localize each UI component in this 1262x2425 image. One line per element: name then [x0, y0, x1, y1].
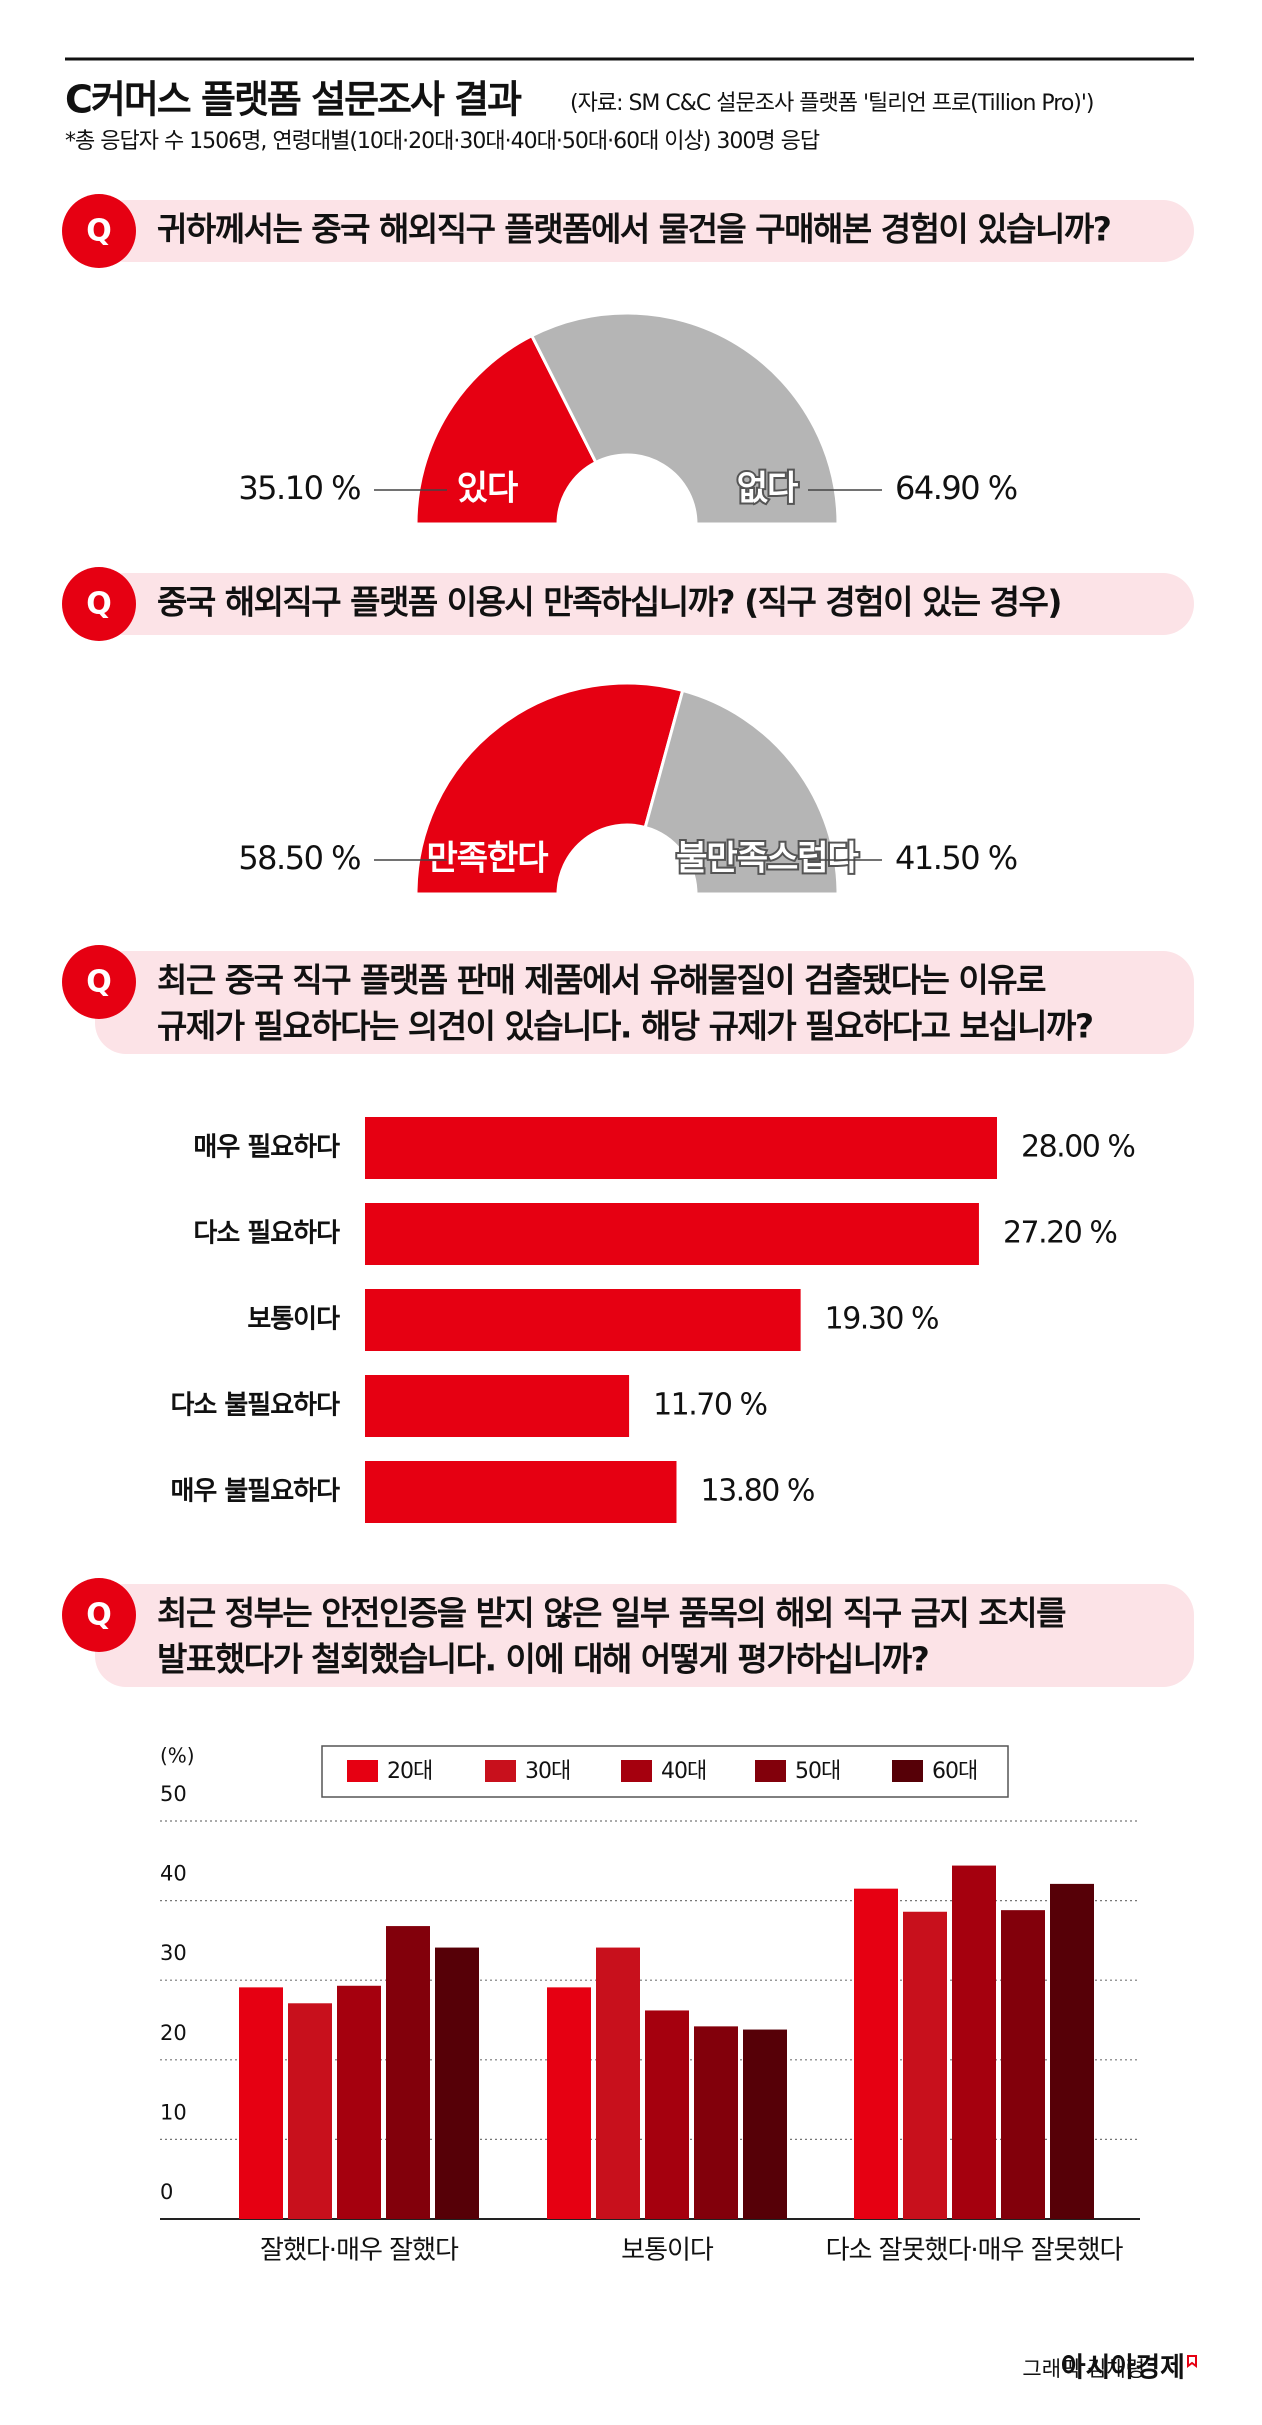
bar: [952, 1865, 996, 2219]
legend-label: 60대: [932, 1759, 977, 1784]
legend-label: 20대: [387, 1759, 432, 1784]
x-tick-label: 잘했다·매우 잘했다: [260, 2236, 459, 2266]
page-title: C커머스 플랫폼 설문조사 결과: [65, 78, 522, 122]
bar: [743, 2029, 787, 2219]
category-label: 보통이다: [247, 1305, 340, 1335]
legend-label: 50대: [795, 1759, 840, 1784]
bar: [645, 2010, 689, 2219]
donut-segment: [414, 681, 685, 896]
brand: 아시아경제: [1061, 2353, 1185, 2384]
legend-label: 40대: [661, 1759, 706, 1784]
question-text: 발표했다가 철회했습니다. 이에 대해 어떻게 평가하십니까?: [157, 1640, 928, 1679]
question-text: 최근 중국 직구 플랫폼 판매 제품에서 유해물질이 검출됐다는 이유로: [157, 961, 1046, 1000]
bar: [386, 1926, 430, 2219]
donut-segment: [529, 311, 840, 526]
value-label: 35.10 %: [238, 469, 360, 507]
question-text: 중국 해외직구 플랫폼 이용시 만족하십니까? (직구 경험이 있는 경우): [157, 583, 1061, 622]
value-label: 11.70 %: [653, 1388, 766, 1423]
q-badge: [62, 194, 136, 268]
question-pill: [95, 1584, 1194, 1687]
category-label: 매우 필요하다: [193, 1133, 340, 1163]
value-label: 41.50 %: [895, 839, 1017, 877]
bar: [288, 2003, 332, 2219]
y-tick-label: 20: [160, 2021, 187, 2045]
credit: 그래픽 김채령: [1022, 2357, 1145, 2381]
q-badge-label: Q: [86, 587, 112, 622]
value-label: 28.00 %: [1021, 1130, 1134, 1165]
segment-label: 만족한다: [426, 839, 548, 879]
q-badge: [62, 1578, 136, 1652]
bar: [365, 1117, 997, 1179]
legend-label: 30대: [525, 1759, 570, 1784]
y-tick-label: 30: [160, 1941, 187, 1965]
y-tick-label: 40: [160, 1862, 187, 1886]
bar: [694, 2026, 738, 2219]
bar: [239, 1987, 283, 2219]
bar: [435, 1947, 479, 2219]
q-badge-label: Q: [86, 1598, 112, 1633]
value-label: 19.30 %: [825, 1302, 938, 1337]
segment-label: 없다: [737, 469, 798, 509]
bar: [903, 1911, 947, 2219]
segment-label: 있다: [457, 469, 518, 509]
bar: [854, 1888, 898, 2219]
category-label: 매우 불필요하다: [171, 1477, 341, 1507]
bar: [365, 1461, 677, 1523]
category-label: 다소 필요하다: [193, 1219, 340, 1249]
q-badge-label: Q: [86, 214, 112, 249]
y-tick-label: 50: [160, 1782, 187, 1806]
value-label: 64.90 %: [895, 469, 1017, 507]
bar: [547, 1987, 591, 2219]
bar: [337, 1985, 381, 2219]
legend-swatch: [347, 1760, 378, 1782]
value-label: 27.20 %: [1003, 1216, 1116, 1251]
question-pill: [95, 951, 1194, 1054]
bar: [1001, 1910, 1045, 2219]
question-pill: [95, 573, 1194, 635]
value-label: 13.80 %: [700, 1474, 813, 1509]
source: (자료: SM C&C 설문조사 플랫폼 '틸리언 프로(Tillion Pro…: [570, 91, 1094, 116]
q-badge: [62, 945, 136, 1019]
x-tick-label: 보통이다: [621, 2236, 714, 2266]
legend-swatch: [755, 1760, 786, 1782]
q-badge: [62, 567, 136, 641]
legend-swatch: [485, 1760, 516, 1782]
segment-label: 불만족스럽다: [676, 839, 858, 879]
brand-icon: [1187, 2355, 1197, 2368]
y-tick-label: 10: [160, 2100, 187, 2124]
legend-swatch: [621, 1760, 652, 1782]
legend-swatch: [892, 1760, 923, 1782]
x-tick-label: 다소 잘못했다·매우 잘못했다: [826, 2236, 1124, 2266]
note: *총 응답자 수 1506명, 연령대별(10대·20대·30대·40대·50대…: [65, 129, 820, 154]
donut-segment: [414, 333, 598, 526]
question-pill: [95, 200, 1194, 262]
donut-segment: [643, 688, 840, 896]
y-axis-unit: (%): [160, 1744, 195, 1768]
question-text: 귀하께서는 중국 해외직구 플랫폼에서 물건을 구매해본 경험이 있습니까?: [157, 210, 1110, 249]
bar: [365, 1375, 630, 1437]
q-badge-label: Q: [86, 965, 112, 1000]
bar: [365, 1289, 801, 1351]
question-text: 최근 정부는 안전인증을 받지 않은 일부 품목의 해외 직구 금지 조치를: [157, 1594, 1066, 1633]
y-tick-label: 0: [160, 2180, 173, 2204]
value-label: 58.50 %: [238, 839, 360, 877]
bar: [365, 1203, 979, 1265]
bar: [1050, 1883, 1094, 2219]
bar: [596, 1947, 640, 2219]
question-text: 규제가 필요하다는 의견이 있습니다. 해당 규제가 필요하다고 보십니까?: [157, 1007, 1093, 1046]
category-label: 다소 불필요하다: [171, 1391, 341, 1421]
